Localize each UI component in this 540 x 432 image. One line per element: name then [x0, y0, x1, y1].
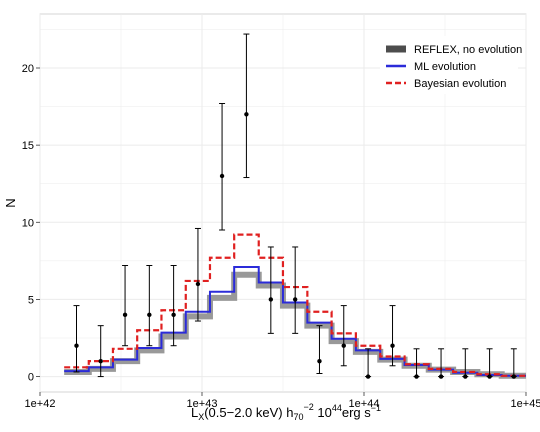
observed-point	[243, 33, 250, 179]
observed-point	[194, 227, 201, 322]
observed-points	[73, 33, 517, 379]
observed-point	[97, 325, 104, 378]
observed-point	[316, 325, 323, 374]
y-tick-label: 5	[28, 294, 34, 306]
legend-label-bayesian: Bayesian evolution	[414, 78, 506, 90]
observed-point	[219, 102, 226, 231]
legend-label-reflex: REFLEX, no evolution	[414, 44, 522, 56]
observed-point	[267, 246, 274, 334]
observed-point	[340, 305, 347, 367]
y-tick-label: 15	[22, 140, 34, 152]
legend-label-ml: ML evolution	[414, 61, 476, 73]
data-point	[122, 312, 128, 318]
axis-ticks: 0 5 10 15 20 1e+42 1e+43 1e+44 1e+45	[22, 63, 540, 410]
data-point	[487, 374, 492, 379]
x-tick-label: 1e+42	[25, 398, 56, 410]
data-point	[292, 297, 298, 302]
y-tick-label: 10	[22, 217, 34, 229]
x-tick-label: 1e+44	[349, 398, 380, 410]
data-point	[390, 343, 395, 348]
data-point	[438, 374, 444, 379]
data-point	[147, 312, 152, 318]
observed-point	[292, 246, 299, 334]
data-point	[268, 297, 274, 302]
observed-point	[510, 348, 517, 379]
legend: REFLEX, no evolution ML evolution Bayesi…	[380, 36, 522, 94]
data-point	[341, 343, 346, 348]
y-tick-label: 20	[22, 63, 34, 75]
observed-point	[122, 264, 129, 347]
x-tick-label: 1e+45	[511, 398, 540, 410]
data-point	[195, 281, 201, 287]
observed-point	[413, 348, 420, 379]
data-point	[98, 358, 103, 364]
observed-point	[170, 264, 177, 347]
grid-lines	[39, 14, 527, 392]
y-tick-label: 0	[28, 372, 34, 384]
data-point	[414, 374, 419, 379]
observed-point	[73, 305, 80, 373]
observed-point	[389, 305, 396, 367]
data-point	[317, 358, 322, 364]
observed-point	[438, 348, 445, 379]
data-point	[219, 173, 225, 179]
observed-point	[365, 348, 372, 379]
observed-point	[462, 348, 469, 379]
observed-point	[146, 264, 153, 347]
x-axis-title: LX(0.5−2.0 keV) h70−2 1044erg s−1	[191, 402, 381, 422]
observed-point	[486, 348, 493, 379]
y-axis-title: N	[3, 198, 18, 207]
data-point	[511, 374, 517, 379]
data-point	[74, 343, 79, 348]
data-point	[463, 374, 468, 379]
data-point	[171, 312, 176, 318]
data-point	[365, 374, 371, 379]
x-tick-label: 1e+43	[187, 398, 218, 410]
data-point	[244, 112, 249, 117]
